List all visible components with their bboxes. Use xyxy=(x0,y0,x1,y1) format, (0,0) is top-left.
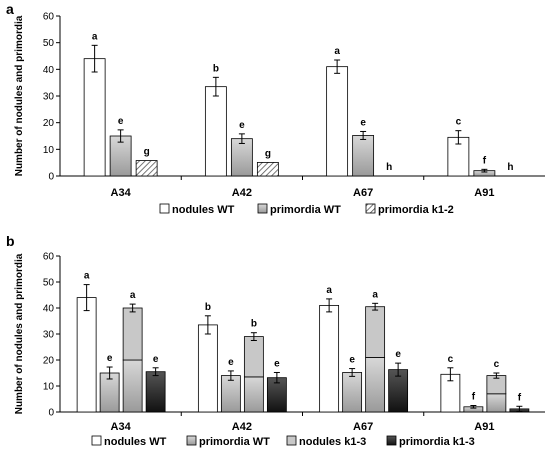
panel-label: b xyxy=(6,233,15,249)
legend-label: nodules WT xyxy=(104,436,167,448)
legend-label: primordia WT xyxy=(199,436,270,448)
bar-segment-upper xyxy=(365,306,386,358)
legend-label: primordia k1-3 xyxy=(399,436,475,448)
category-label: A67 xyxy=(353,421,373,433)
significance-letter: c xyxy=(494,359,500,370)
y-tick-label: 60 xyxy=(43,252,55,263)
significance-letter: g xyxy=(144,147,150,158)
significance-letter: e xyxy=(274,358,280,369)
legend-swatch xyxy=(257,203,268,214)
bar-segment-upper xyxy=(243,336,264,378)
bar xyxy=(342,372,363,413)
y-axis-label: Number of nodules and primordia xyxy=(14,253,25,414)
significance-letter: e xyxy=(153,354,159,365)
y-tick-label: 30 xyxy=(43,330,55,341)
bar xyxy=(197,324,218,413)
category-label: A42 xyxy=(232,421,252,433)
significance-letter: f xyxy=(483,155,487,166)
panel-a: a 0 10 20 30 40 50 60 Number of nodules and prim… xyxy=(6,1,545,216)
significance-letter: a xyxy=(130,290,136,301)
significance-letter: e xyxy=(349,355,355,366)
legend-label: nodules k1-3 xyxy=(299,436,366,448)
bar-segment-upper xyxy=(122,307,143,361)
significance-letter: a xyxy=(92,31,98,42)
legend-label: primordia WT xyxy=(270,204,341,216)
bar xyxy=(76,297,97,413)
y-tick-label: 30 xyxy=(43,92,55,103)
significance-letter: h xyxy=(386,162,392,173)
significance-letter: e xyxy=(360,117,366,128)
category-label: A91 xyxy=(474,187,494,199)
y-tick-label: 50 xyxy=(43,38,55,49)
y-tick-label: 40 xyxy=(43,304,55,315)
significance-letter: h xyxy=(507,162,513,173)
bar xyxy=(135,160,158,177)
significance-letter: a xyxy=(84,271,90,282)
bar xyxy=(220,375,241,413)
significance-letter: g xyxy=(265,148,271,159)
bar-segment-lower xyxy=(365,356,386,413)
y-tick-label: 40 xyxy=(43,65,55,76)
significance-letter: c xyxy=(448,354,454,365)
category-label: A91 xyxy=(474,421,494,433)
legend-label: nodules WT xyxy=(172,204,235,216)
category-label: A42 xyxy=(232,187,252,199)
significance-letter: f xyxy=(472,392,476,403)
significance-letter: a xyxy=(334,46,340,57)
y-tick-label: 60 xyxy=(43,12,55,23)
legend-label: primordia k1-2 xyxy=(378,204,454,216)
category-label: A67 xyxy=(353,187,373,199)
y-axis-label: Number of nodules and primordia xyxy=(14,15,25,176)
significance-letter: a xyxy=(372,289,378,300)
significance-letter: b xyxy=(213,63,219,74)
y-tick-label: 20 xyxy=(43,118,55,129)
y-tick-label: 20 xyxy=(43,356,55,367)
significance-letter: e xyxy=(107,353,113,364)
significance-letter: e xyxy=(395,349,401,360)
bar-segment-lower xyxy=(243,376,264,413)
panel-b: b 0 10 20 30 40 50 60 Number of nodules and prim… xyxy=(6,233,545,448)
panel-label: a xyxy=(6,1,14,17)
category-label: A34 xyxy=(111,421,132,433)
significance-letter: e xyxy=(228,357,234,368)
significance-letter: a xyxy=(326,285,332,296)
legend-swatch xyxy=(91,435,102,446)
significance-letter: b xyxy=(205,302,211,313)
bar xyxy=(204,86,227,177)
significance-letter: e xyxy=(118,116,124,127)
legend-swatch xyxy=(159,203,170,214)
bar xyxy=(83,58,106,177)
bar xyxy=(256,161,279,177)
category-label: A34 xyxy=(111,187,132,199)
significance-letter: e xyxy=(239,120,245,131)
y-tick-label: 50 xyxy=(43,278,55,289)
bar xyxy=(352,135,375,177)
legend-swatch xyxy=(386,435,397,446)
bar xyxy=(326,66,349,177)
bar-segment-lower xyxy=(486,393,507,413)
legend-swatch xyxy=(365,203,376,214)
significance-letter: f xyxy=(518,392,522,403)
legend-swatch xyxy=(186,435,197,446)
legend-swatch xyxy=(286,435,297,446)
y-tick-label: 10 xyxy=(43,382,55,393)
y-tick-label: 0 xyxy=(48,172,54,183)
bar xyxy=(319,304,340,413)
bar-segment-lower xyxy=(122,359,143,413)
significance-letter: c xyxy=(456,117,462,128)
y-tick-label: 10 xyxy=(43,145,55,156)
bar xyxy=(230,138,253,177)
significance-letter: b xyxy=(251,319,257,330)
bar xyxy=(145,371,166,413)
y-tick-label: 0 xyxy=(48,408,54,419)
